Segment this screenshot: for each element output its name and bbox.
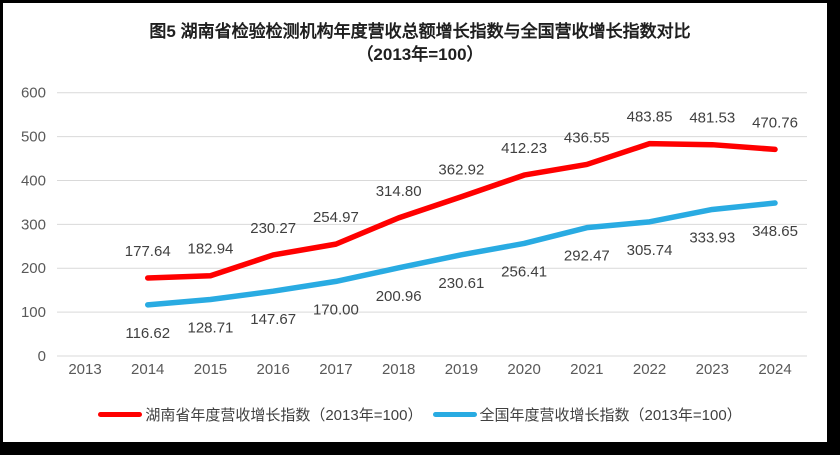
x-axis-tick-label: 2022 — [633, 361, 666, 378]
data-point-label: 292.47 — [564, 248, 610, 265]
legend-item-national: 全国年度营收增长指数（2013年=100） — [432, 404, 742, 425]
data-point-label: 333.93 — [689, 229, 735, 246]
data-point-label: 254.97 — [313, 209, 359, 226]
legend-label-national: 全国年度营收增长指数（2013年=100） — [479, 407, 742, 424]
data-point-label: 177.64 — [125, 243, 171, 260]
data-point-label: 256.41 — [501, 263, 547, 280]
x-axis-tick-label: 2024 — [758, 361, 791, 378]
legend-item-hunan: 湖南省年度营收增长指数（2013年=100） — [98, 404, 423, 425]
data-point-label: 470.76 — [752, 114, 798, 131]
x-axis-tick-label: 2014 — [131, 361, 164, 378]
y-axis-tick-label: 500 — [21, 129, 46, 146]
x-axis-tick-label: 2018 — [382, 361, 415, 378]
data-point-label: 436.55 — [564, 129, 610, 146]
series-line — [144, 200, 778, 308]
chart-title-line1: 图5 湖南省检验检测机构年度营收总额增长指数与全国营收增长指数对比 — [149, 22, 691, 41]
data-point-label: 481.53 — [689, 110, 735, 127]
data-point-label: 147.67 — [250, 311, 296, 328]
chart-title-line2: （2013年=100） — [356, 45, 484, 64]
data-point-label: 314.80 — [376, 183, 422, 200]
national-series-line-swatch — [432, 412, 477, 417]
x-axis-tick-label: 2021 — [570, 361, 603, 378]
data-point-label: 305.74 — [627, 242, 673, 259]
x-axis-tick-label: 2013 — [68, 361, 101, 378]
x-axis-tick-label: 2016 — [257, 361, 290, 378]
x-axis-tick-label: 2023 — [696, 361, 729, 378]
y-axis-tick-label: 200 — [21, 260, 46, 277]
data-point-label: 116.62 — [125, 325, 170, 342]
y-axis-tick-label: 400 — [21, 172, 46, 189]
hunan-series-line-swatch — [98, 412, 143, 417]
x-axis-tick-label: 2020 — [507, 361, 540, 378]
y-axis-tick-label: 0 — [38, 348, 46, 365]
series-line — [144, 140, 778, 281]
data-point-label: 182.94 — [188, 241, 234, 258]
y-axis-tick-label: 300 — [21, 216, 46, 233]
data-point-label: 483.85 — [627, 109, 673, 126]
x-axis-tick-label: 2019 — [445, 361, 478, 378]
y-axis-tick-label: 100 — [21, 304, 46, 321]
data-point-label: 128.71 — [188, 320, 234, 337]
chart-legend: 湖南省年度营收增长指数（2013年=100） 全国年度营收增长指数（2013年=… — [0, 404, 840, 425]
y-axis-tick-label: 600 — [21, 85, 46, 102]
x-axis-tick-label: 2017 — [319, 361, 352, 378]
data-point-label: 200.96 — [376, 288, 422, 305]
data-point-label: 230.27 — [250, 220, 296, 237]
chart-title: 图5 湖南省检验检测机构年度营收总额增长指数与全国营收增长指数对比 （2013年… — [0, 20, 840, 66]
data-point-label: 230.61 — [438, 275, 484, 292]
x-axis-tick-label: 2015 — [194, 361, 227, 378]
data-point-label: 362.92 — [438, 162, 484, 179]
legend-label-hunan: 湖南省年度营收增长指数（2013年=100） — [145, 407, 423, 424]
data-point-label: 170.00 — [313, 301, 359, 318]
data-point-label: 348.65 — [752, 223, 798, 240]
data-point-label: 412.23 — [501, 140, 547, 157]
